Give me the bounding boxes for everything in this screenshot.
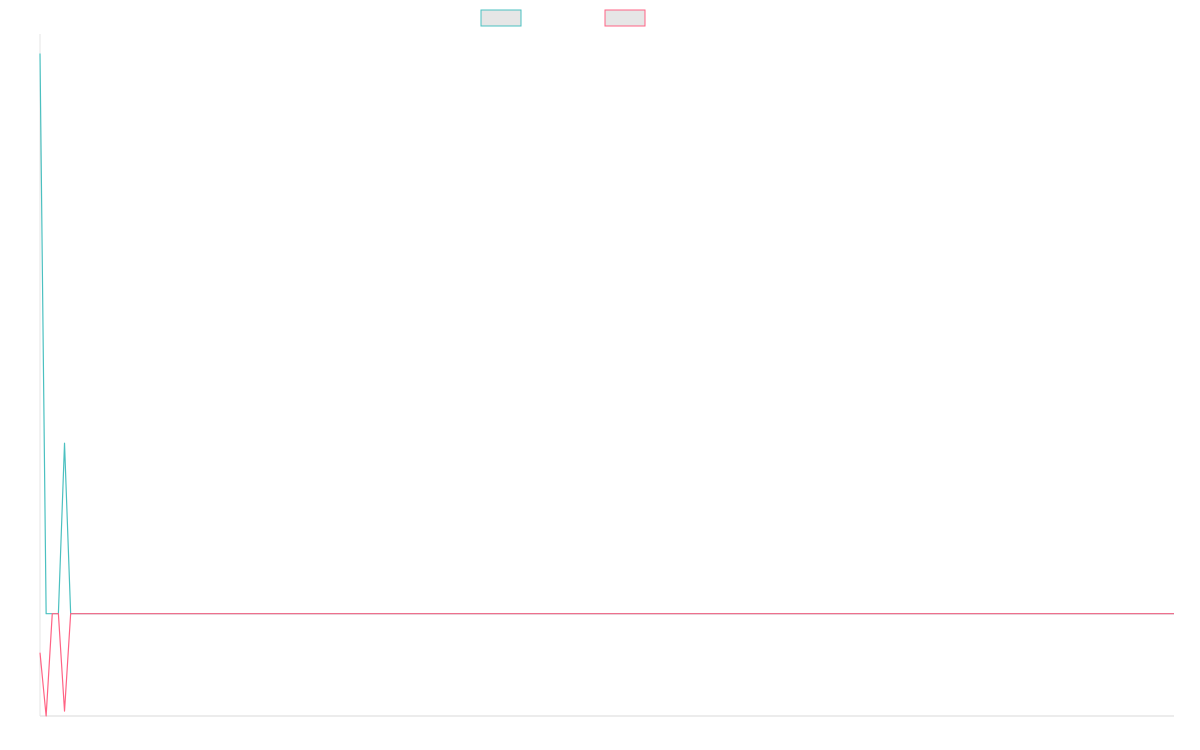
legend-swatch-1[interactable] [480,9,522,27]
legend [480,9,646,27]
legend-item-1[interactable] [480,9,522,27]
series-2-line [39,613,1174,717]
legend-swatch-2[interactable] [604,9,646,27]
series-1-line [39,53,1174,615]
plot-area [39,34,1174,717]
legend-item-2[interactable] [604,9,646,27]
